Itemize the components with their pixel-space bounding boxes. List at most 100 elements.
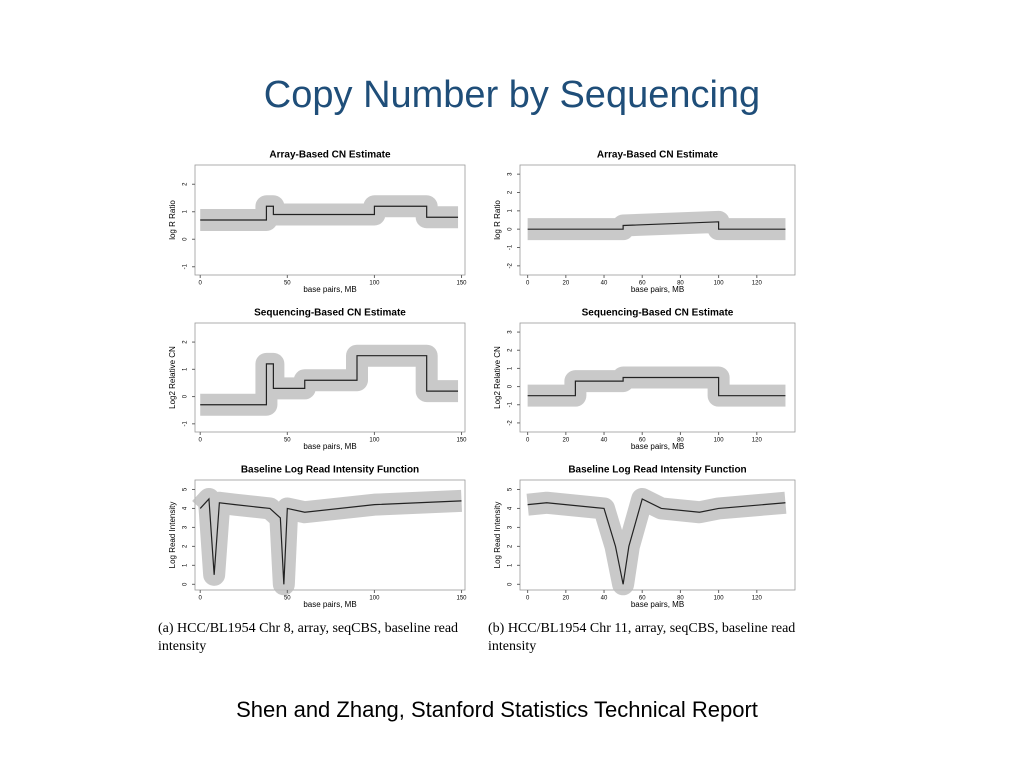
- x-axis-label: base pairs, MB: [631, 442, 684, 451]
- slide-title: Copy Number by Sequencing: [264, 74, 760, 116]
- y-tick-label: 1: [508, 209, 514, 213]
- y-tick-label: -1: [183, 420, 189, 426]
- spread-band: [526, 487, 787, 596]
- y-axis-label: Log2 Relative CN: [168, 346, 177, 409]
- cn-line: [527, 376, 786, 397]
- x-tick-label: 40: [601, 438, 608, 444]
- y-tick-label: 3: [508, 172, 514, 176]
- y-tick-label: 3: [508, 525, 514, 529]
- x-tick-label: 100: [369, 281, 380, 287]
- x-tick-label: 40: [601, 596, 608, 602]
- caption-a-box: (a) HCC/BL1954 Chr 8, array, seqCBS, bas…: [158, 621, 459, 654]
- x-tick-label: 20: [562, 281, 569, 287]
- y-tick-label: 0: [183, 394, 189, 398]
- y-tick-label: 2: [183, 182, 189, 186]
- x-tick-label: 0: [199, 438, 203, 444]
- cn-line: [199, 497, 462, 585]
- y-tick-label: 2: [183, 340, 189, 344]
- x-tick-label: 20: [562, 596, 569, 602]
- plot-frame: [519, 164, 796, 276]
- y-tick-label: -2: [508, 420, 514, 426]
- x-tick-label: 60: [639, 596, 646, 602]
- x-tick-label: 50: [284, 438, 291, 444]
- x-tick-label: 20: [562, 438, 569, 444]
- plot-frame: [194, 479, 466, 591]
- y-tick-label: 1: [183, 563, 189, 567]
- spread-band: [527, 366, 786, 407]
- x-tick-label: 120: [752, 596, 763, 602]
- x-tick-label: 0: [526, 596, 530, 602]
- x-tick-label: 60: [639, 281, 646, 287]
- y-tick-label: 2: [508, 190, 514, 194]
- x-tick-label: 100: [369, 596, 380, 602]
- x-tick-label: 40: [601, 281, 608, 287]
- y-tick-label: 1: [183, 367, 189, 371]
- y-tick-label: -1: [508, 244, 514, 250]
- cn-line: [527, 498, 786, 585]
- panel-title: Baseline Log Read Intensity Function: [241, 465, 419, 476]
- y-tick-label: 1: [508, 563, 514, 567]
- x-tick-label: 120: [752, 281, 763, 287]
- x-tick-label: 0: [199, 281, 203, 287]
- plot-frame: [519, 479, 796, 591]
- y-tick-label: -2: [508, 263, 514, 269]
- y-tick-label: 0: [508, 582, 514, 586]
- caption-b-box: (b) HCC/BL1954 Chr 11, array, seqCBS, ba…: [488, 621, 796, 654]
- x-tick-label: 100: [714, 438, 725, 444]
- caption-b: (b) HCC/BL1954 Chr 11, array, seqCBS, ba…: [488, 621, 796, 654]
- y-tick-label: 0: [508, 384, 514, 388]
- x-tick-label: 0: [526, 281, 530, 287]
- y-tick-label: 0: [183, 582, 189, 586]
- y-tick-label: 2: [508, 544, 514, 548]
- panel-title: Sequencing-Based CN Estimate: [582, 308, 734, 319]
- y-tick-label: 1: [508, 366, 514, 370]
- x-tick-label: 50: [284, 281, 291, 287]
- x-axis-label: base pairs, MB: [303, 285, 356, 294]
- x-tick-label: 0: [526, 438, 530, 444]
- y-tick-label: -1: [183, 263, 189, 269]
- x-axis-label: base pairs, MB: [303, 600, 356, 609]
- x-axis-label: base pairs, MB: [303, 442, 356, 451]
- x-tick-label: 100: [714, 596, 725, 602]
- y-tick-label: 0: [183, 237, 189, 241]
- panel-title: Array-Based CN Estimate: [597, 150, 719, 161]
- x-tick-label: 50: [284, 596, 291, 602]
- x-axis-label: base pairs, MB: [631, 285, 684, 294]
- y-tick-label: 2: [508, 348, 514, 352]
- panel-title: Array-Based CN Estimate: [269, 150, 391, 161]
- cn-line: [200, 205, 459, 221]
- spread-band: [192, 487, 462, 596]
- y-tick-label: 4: [508, 506, 514, 510]
- x-tick-label: 80: [677, 281, 684, 287]
- x-axis-label: base pairs, MB: [631, 600, 684, 609]
- cn-line: [200, 355, 459, 406]
- x-tick-label: 60: [639, 438, 646, 444]
- x-tick-label: 100: [369, 438, 380, 444]
- x-tick-label: 100: [714, 281, 725, 287]
- y-axis-label: Log Read Intensity: [168, 502, 177, 569]
- y-axis-label: log R Ratio: [168, 200, 177, 240]
- cn-line: [527, 221, 786, 230]
- caption-a: (a) HCC/BL1954 Chr 8, array, seqCBS, bas…: [158, 621, 459, 654]
- spread-band: [527, 210, 786, 241]
- y-tick-label: 5: [508, 487, 514, 491]
- x-tick-label: 150: [457, 281, 468, 287]
- y-tick-label: -1: [508, 401, 514, 407]
- y-tick-label: 2: [183, 544, 189, 548]
- y-tick-label: 0: [508, 227, 514, 231]
- plot-frame: [519, 322, 796, 433]
- spread-band: [200, 195, 459, 231]
- x-tick-label: 150: [457, 438, 468, 444]
- plot-frame: [194, 322, 466, 433]
- panel-title: Sequencing-Based CN Estimate: [254, 308, 406, 319]
- y-tick-label: 1: [183, 209, 189, 213]
- y-axis-label: log R Ratio: [493, 200, 502, 240]
- plot-frame: [194, 164, 466, 276]
- y-tick-label: 3: [183, 525, 189, 529]
- y-tick-label: 5: [183, 487, 189, 491]
- y-tick-label: 4: [183, 506, 189, 510]
- footer: Shen and Zhang, Stanford Statistics Tech…: [236, 697, 758, 722]
- x-tick-label: 150: [457, 596, 468, 602]
